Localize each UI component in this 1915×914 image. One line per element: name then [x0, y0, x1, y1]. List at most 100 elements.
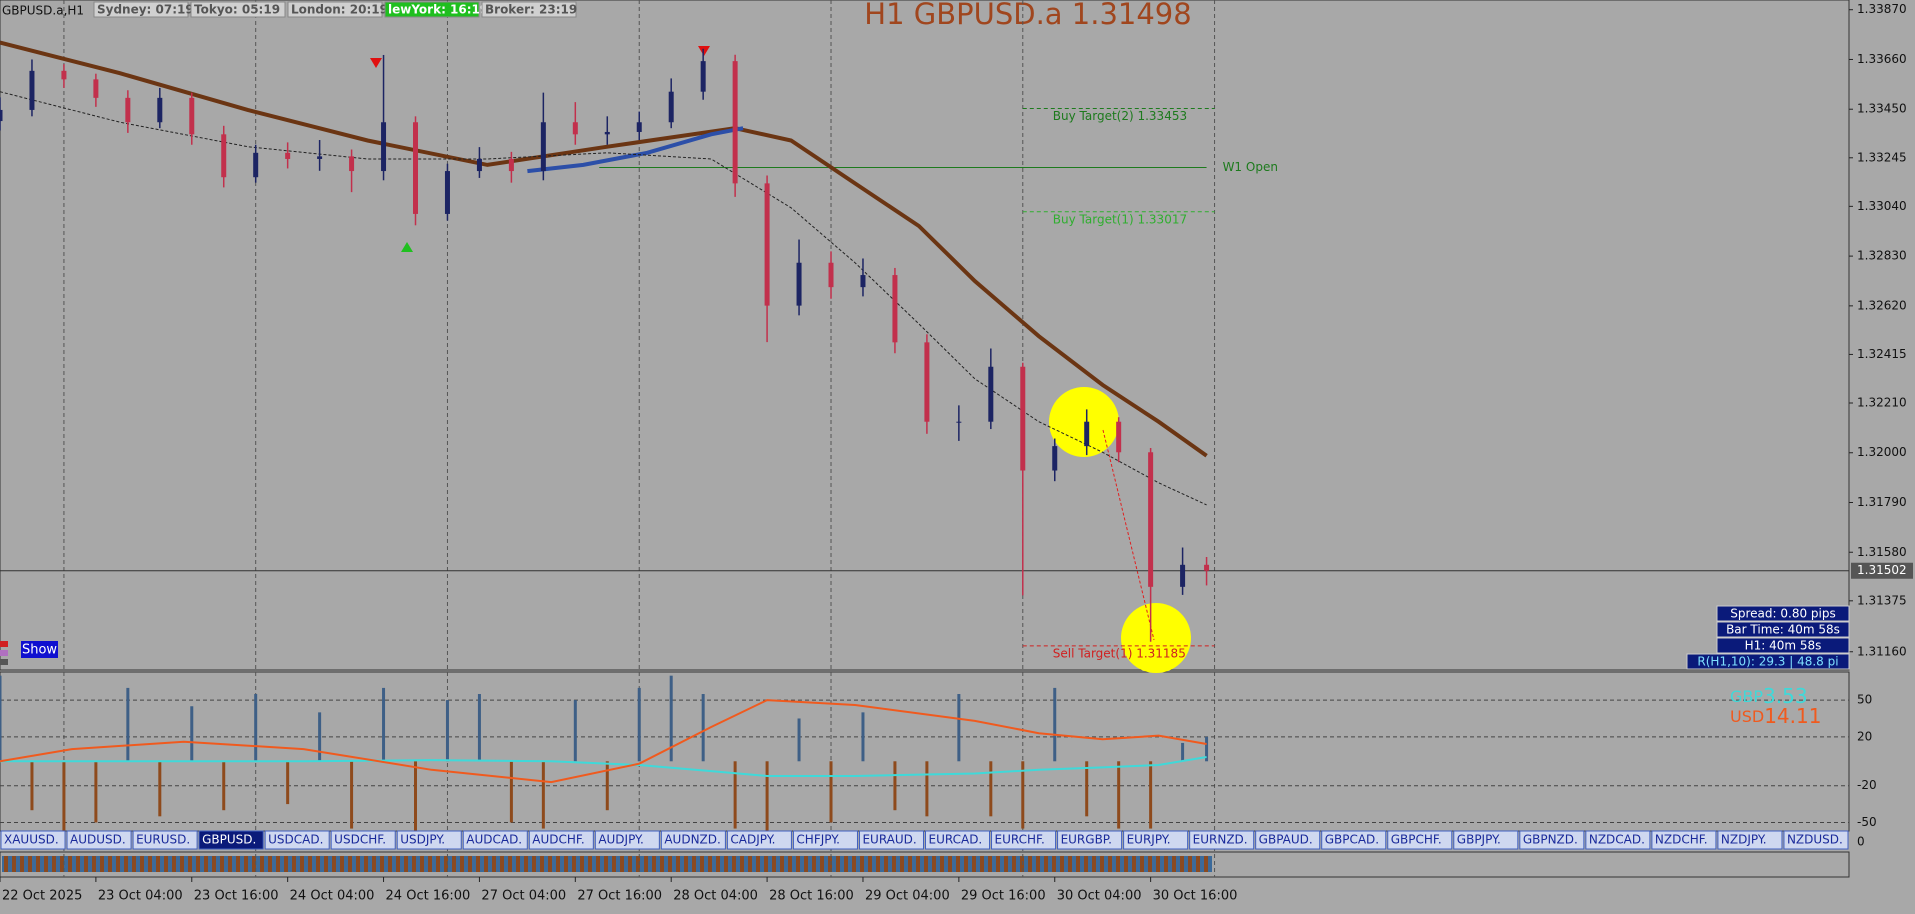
symbol-button-label[interactable]: USDCHF. — [334, 833, 386, 847]
show-button[interactable] — [21, 641, 58, 658]
y-tick-label: 1.31790 — [1857, 495, 1907, 509]
x-tick-label: 28 Oct 16:00 — [769, 889, 854, 904]
histogram-bar — [829, 761, 833, 823]
strength-name: GBP — [1730, 687, 1763, 706]
symbol-button[interactable] — [1321, 830, 1387, 850]
y-tick-label: 1.33450 — [1857, 102, 1907, 116]
candle-body — [956, 421, 962, 423]
candle-body — [1180, 564, 1186, 587]
chart-title: H1 GBPUSD.a 1.31498 — [864, 0, 1191, 31]
symbol-button[interactable] — [594, 830, 660, 850]
symbol-button-label[interactable]: XAUUSD. — [4, 833, 59, 847]
show-button-label[interactable]: Show — [22, 643, 57, 658]
symbol-tag: GBPUSD.a,H1 — [2, 4, 84, 18]
symbol-button[interactable] — [462, 830, 528, 850]
symbol-button[interactable] — [1585, 830, 1651, 850]
candle-body — [668, 91, 674, 123]
symbol-button-label[interactable]: NZDUSD. — [1787, 833, 1843, 847]
candle-body — [476, 158, 482, 172]
symbol-button[interactable] — [991, 830, 1057, 850]
symbol-button-label[interactable]: EURJPY. — [1127, 833, 1171, 847]
sub-pane — [0, 671, 1850, 832]
symbol-button-label[interactable]: AUDJPY. — [598, 833, 643, 847]
symbol-button[interactable] — [1453, 830, 1519, 850]
info-text: R(H1,10): 29.3 | 48.8 pi — [1697, 655, 1838, 669]
symbol-button[interactable] — [1123, 830, 1189, 850]
symbol-button-label[interactable]: GBPCAD. — [1325, 833, 1379, 847]
candle-body — [732, 61, 738, 184]
symbol-button-label[interactable]: AUDCHF. — [532, 833, 584, 847]
info-box — [1686, 653, 1850, 670]
symbol-button[interactable] — [1057, 830, 1123, 850]
symbol-button-label[interactable]: USDCAD. — [268, 833, 323, 847]
histogram-bar — [1205, 736, 1209, 762]
candle-body — [444, 171, 450, 214]
symbol-button-label[interactable]: AUDUSD. — [70, 833, 126, 847]
symbol-button[interactable] — [1783, 830, 1849, 850]
symbol-button[interactable] — [925, 830, 991, 850]
symbol-button[interactable] — [1387, 830, 1453, 850]
symbol-button-label[interactable]: NZDCAD. — [1589, 833, 1645, 847]
symbol-button-label[interactable]: EURAUD. — [862, 833, 916, 847]
histogram-bar — [925, 761, 929, 817]
highlight-circle — [1121, 603, 1191, 673]
session-tag — [93, 1, 189, 18]
symbol-button[interactable] — [1519, 830, 1585, 850]
symbol-button[interactable] — [660, 830, 726, 850]
histogram-bar — [765, 761, 769, 835]
symbol-button-label[interactable]: EURGBP. — [1061, 833, 1112, 847]
symbol-button[interactable] — [792, 830, 858, 850]
arrow-up — [401, 242, 413, 252]
sub-tick-label: -50 — [1857, 815, 1877, 829]
y-tick-label: 1.32415 — [1857, 347, 1907, 361]
histogram-bar — [318, 712, 322, 762]
session-tag — [190, 1, 286, 18]
x-tick-label: 23 Oct 04:00 — [98, 889, 183, 904]
symbol-button-label[interactable]: EURCHF. — [995, 833, 1045, 847]
histogram-bar — [1053, 687, 1057, 762]
histogram-bar — [254, 694, 258, 762]
symbol-button[interactable] — [198, 830, 264, 850]
symbol-button[interactable] — [396, 830, 462, 850]
symbol-button-label[interactable]: CADJPY. — [730, 833, 775, 847]
symbol-button-label[interactable]: GBPUSD. — [202, 833, 256, 847]
symbol-button[interactable] — [1189, 830, 1255, 850]
symbol-button-label[interactable]: NZDJPY. — [1721, 833, 1767, 847]
symbol-button-label[interactable]: AUDNZD. — [664, 833, 720, 847]
symbol-button[interactable] — [0, 830, 66, 850]
symbol-button-label[interactable]: EURNZD. — [1193, 833, 1248, 847]
symbol-button[interactable] — [528, 830, 594, 850]
candle-body — [381, 122, 387, 172]
x-tick-label: 22 Oct 2025 — [2, 889, 82, 904]
symbol-button[interactable] — [264, 830, 330, 850]
symbol-button[interactable] — [1651, 830, 1717, 850]
session-tag — [384, 1, 480, 18]
symbol-button[interactable] — [858, 830, 925, 850]
symbol-button-label[interactable]: GBPNZD. — [1523, 833, 1578, 847]
symbol-button[interactable] — [1255, 830, 1321, 850]
symbol-button[interactable] — [726, 830, 792, 850]
symbol-button[interactable] — [132, 830, 198, 850]
symbol-button-label[interactable]: GBPCHF. — [1391, 833, 1442, 847]
y-tick-label: 1.32830 — [1857, 249, 1907, 263]
symbol-button-label[interactable]: USDJPY. — [400, 833, 445, 847]
strength-label: GBP3.53 — [1730, 684, 1808, 708]
y-tick-label: 1.31375 — [1857, 593, 1907, 607]
panel-icon — [0, 650, 8, 656]
current-price-box — [1851, 562, 1913, 579]
symbol-button-label[interactable]: GBPJPY. — [1457, 833, 1501, 847]
symbol-button-label[interactable]: GBPAUD. — [1259, 833, 1313, 847]
y-tick-label: 1.33870 — [1857, 2, 1907, 16]
histogram-bar — [1149, 761, 1153, 829]
symbol-button[interactable] — [1717, 830, 1783, 850]
symbol-button-label[interactable]: NZDCHF. — [1655, 833, 1708, 847]
symbol-button-label[interactable]: AUDCAD. — [466, 833, 522, 847]
histogram-bar — [541, 761, 545, 829]
symbol-button[interactable] — [66, 830, 132, 850]
symbol-button[interactable] — [330, 830, 396, 850]
histogram-bar — [1085, 761, 1089, 817]
symbol-button-label[interactable]: CHFJPY. — [796, 833, 840, 847]
candle-body — [988, 366, 994, 422]
symbol-button-label[interactable]: EURCAD. — [929, 833, 983, 847]
symbol-button-label[interactable]: EURUSD. — [136, 833, 190, 847]
